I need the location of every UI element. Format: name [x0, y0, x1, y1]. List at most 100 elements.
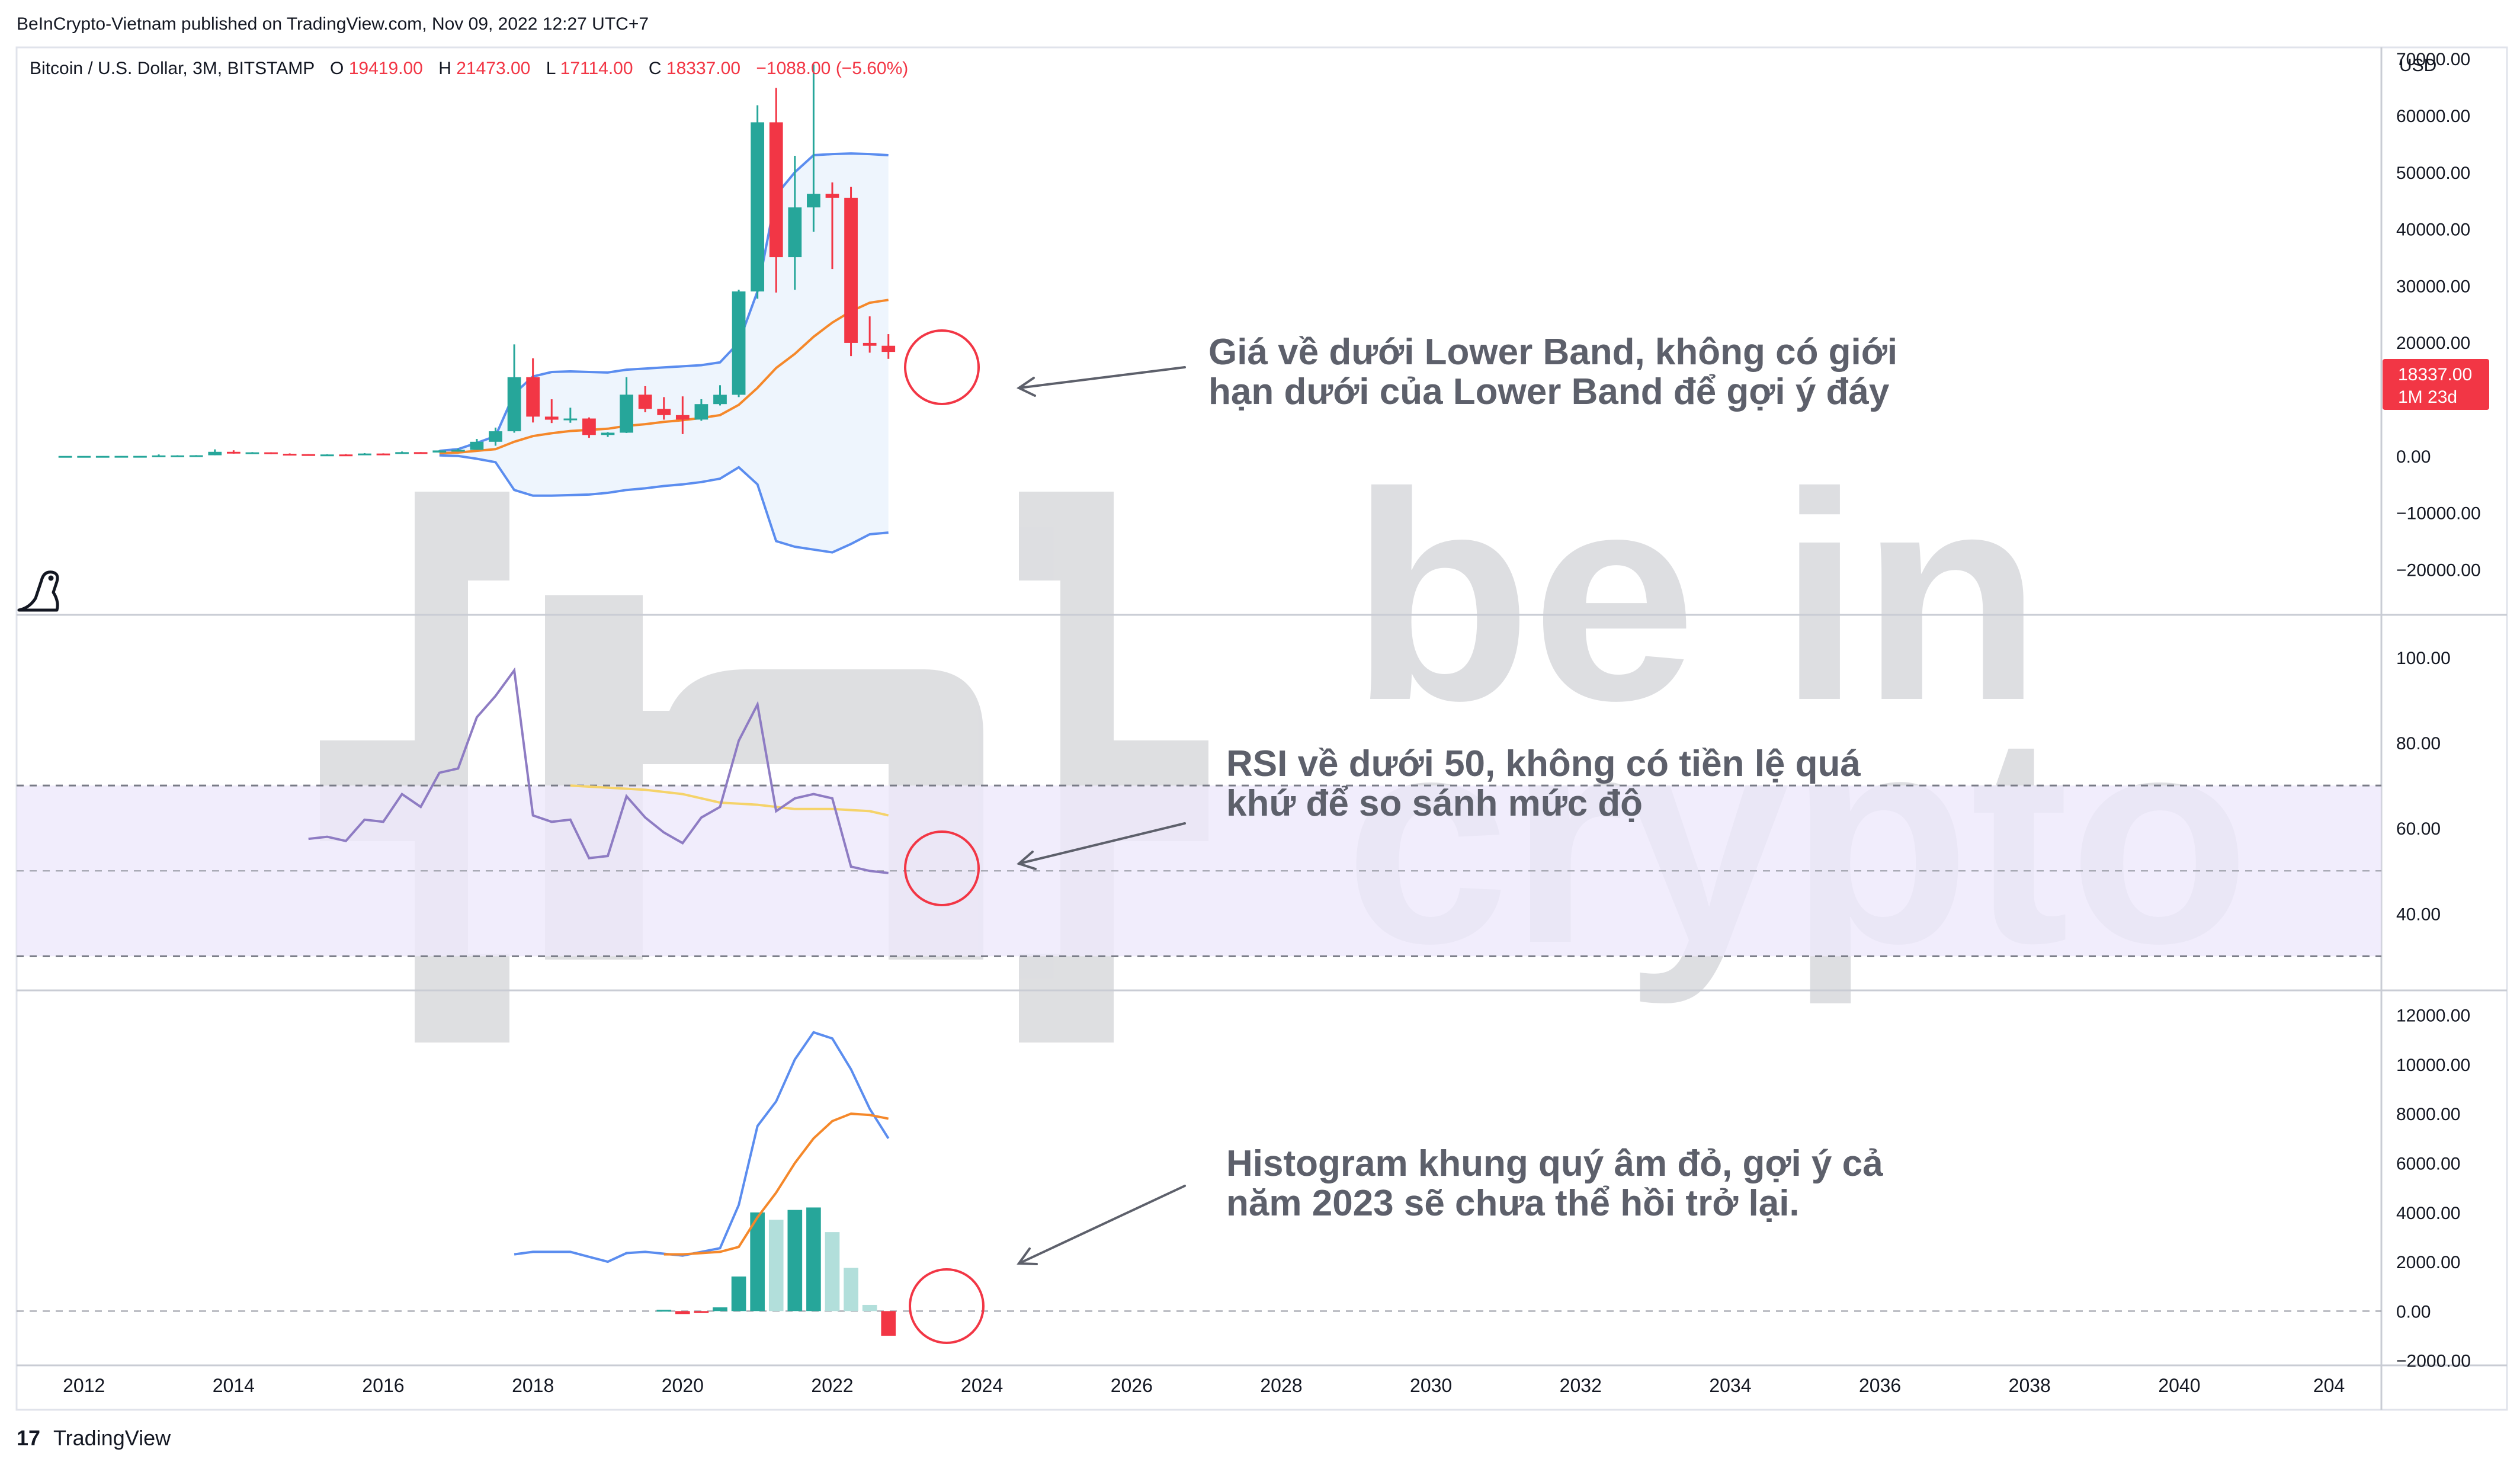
candle	[620, 377, 633, 433]
dino-icon[interactable]	[17, 570, 59, 612]
candle-body	[788, 207, 802, 258]
candle-body	[358, 453, 371, 456]
macd-y-tick-label: 12000.00	[2396, 1006, 2470, 1026]
bollinger-lower-line	[439, 454, 889, 554]
histogram-bar	[731, 1276, 746, 1311]
candle-body	[77, 456, 91, 458]
histogram-bar	[656, 1310, 672, 1312]
price-y-tick-label: −20000.00	[2396, 560, 2481, 580]
candle	[526, 358, 540, 423]
candle-body	[544, 416, 559, 420]
candle	[694, 399, 708, 421]
candle	[77, 456, 91, 458]
candle	[638, 386, 652, 412]
rsi-line	[308, 667, 889, 874]
x-tick-label: 2012	[63, 1375, 105, 1396]
histogram-bar	[787, 1210, 803, 1311]
annotation-price: Giá về dưới Lower Band, không có giới hạ…	[1208, 332, 1907, 412]
candle-body	[302, 454, 316, 456]
annotation-histogram-line1: Histogram khung quý âm đỏ, gợi ý cả	[1226, 1143, 1883, 1184]
candle-body	[189, 455, 203, 457]
candle	[208, 449, 222, 456]
highlight-circle-price	[904, 329, 980, 405]
candle-body	[208, 451, 222, 456]
candle-body	[152, 455, 166, 457]
candle	[844, 187, 858, 357]
ohlc-high: 21473.00	[456, 59, 530, 78]
tradingview-logo-mark: 17	[17, 1426, 40, 1450]
candle	[881, 334, 896, 359]
candle	[657, 397, 671, 420]
candle	[807, 64, 820, 232]
last-price-value: 18337.00	[2398, 365, 2472, 384]
last-price-badge-bg	[2383, 359, 2489, 410]
histogram-bar	[825, 1232, 840, 1311]
candle	[95, 456, 110, 458]
price-y-tick-label: 0.00	[2396, 447, 2431, 467]
price-scale-labels: 70000.00 60000.00 50000.00 40000.00 30000.00…	[2396, 50, 2481, 1371]
macd-y-tick-label: 10000.00	[2396, 1056, 2470, 1075]
annotation-rsi: RSI về dưới 50, không có tiền lệ quá khứ…	[1226, 743, 1871, 824]
x-tick-label: 2014	[213, 1375, 255, 1396]
outer-frame	[15, 46, 2508, 1411]
candle	[769, 88, 783, 293]
candle	[863, 316, 877, 353]
histogram-bar	[881, 1311, 896, 1336]
candle-body	[395, 452, 409, 454]
candle-body	[582, 418, 596, 435]
candle-body	[713, 394, 727, 405]
currency-label: USD	[2399, 56, 2436, 75]
candle-body	[601, 432, 615, 435]
histogram-bar	[806, 1207, 821, 1311]
price-y-tick-label: 40000.00	[2396, 220, 2470, 240]
candle-body	[620, 394, 633, 433]
candle-body	[114, 456, 129, 458]
instrument-legend[interactable]: Bitcoin / U.S. Dollar, 3M, BITSTAMP O 19…	[30, 59, 908, 78]
candle-body	[638, 394, 652, 409]
x-tick-label: 2016	[362, 1375, 404, 1396]
candle	[133, 456, 147, 458]
candle-body	[413, 452, 428, 454]
x-tick-label: 2030	[1410, 1375, 1452, 1396]
candle	[171, 455, 184, 457]
candle	[413, 452, 428, 454]
histogram-bar	[768, 1220, 784, 1311]
macd-y-tick-label: 0.00	[2396, 1302, 2431, 1322]
histogram-bar	[675, 1311, 690, 1314]
candle-body	[95, 456, 110, 458]
candle-body	[171, 455, 184, 457]
instrument-name: Bitcoin / U.S. Dollar, 3M, BITSTAMP	[30, 59, 315, 78]
price-y-tick-label: 50000.00	[2396, 163, 2470, 183]
candle	[489, 427, 502, 446]
x-tick-label: 204	[2313, 1375, 2345, 1396]
highlight-circles	[904, 329, 985, 1344]
candle-body	[825, 194, 839, 198]
rsi-y-tick-label: 80.00	[2396, 734, 2441, 753]
annotation-histogram-line2: năm 2023 sẽ chưa thể hồi trở lại.	[1226, 1183, 1800, 1224]
candle-body	[489, 431, 502, 442]
candle-body	[881, 345, 896, 352]
candle	[358, 453, 371, 456]
candle	[339, 454, 353, 457]
candle	[507, 344, 521, 433]
ohlc-open: 19419.00	[349, 59, 423, 78]
candle	[788, 155, 802, 290]
macd-signal-line	[663, 1112, 889, 1256]
price-y-tick-label: 20000.00	[2396, 333, 2470, 353]
macd-y-tick-label: −2000.00	[2396, 1352, 2471, 1371]
last-price-badge[interactable]: 18337.00 1M 23d	[2383, 359, 2489, 410]
candle-body	[844, 197, 858, 343]
annotation-rsi-line1: RSI về dưới 50, không có tiền lệ quá	[1226, 743, 1861, 784]
x-tick-label: 2022	[811, 1375, 853, 1396]
tradingview-logo[interactable]: 17 TradingView	[17, 1426, 171, 1450]
candle	[226, 450, 241, 454]
candle	[395, 451, 409, 454]
annotation-price-line1: Giá về dưới Lower Band, không có giới	[1208, 332, 1897, 373]
x-tick-label: 2040	[2158, 1375, 2200, 1396]
candle-body	[432, 450, 447, 453]
candle-body	[694, 404, 708, 420]
rsi-y-tick-label: 100.00	[2396, 649, 2451, 668]
candle	[152, 454, 166, 457]
candle	[563, 408, 578, 423]
